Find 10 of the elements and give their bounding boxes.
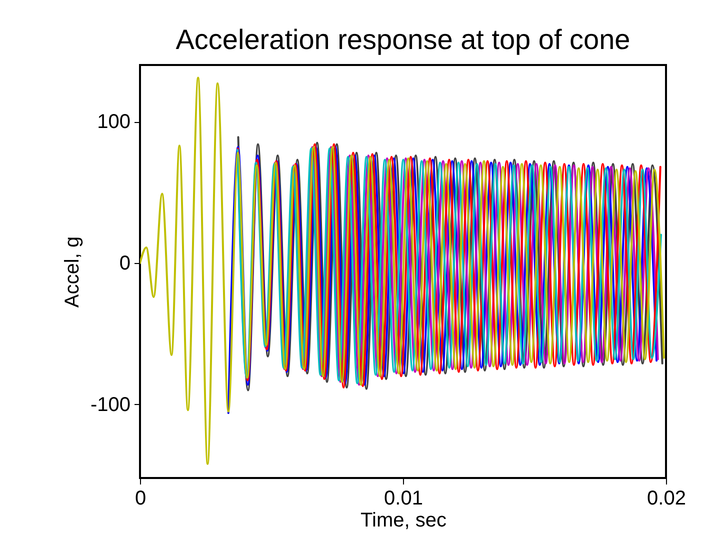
y-axis-title: Accel, g	[61, 236, 84, 308]
y-tick-label: 0	[119, 252, 130, 275]
line-series	[140, 76, 665, 465]
chart-title: Acceleration response at top of cone	[176, 24, 630, 55]
x-tick-label: 0.01	[384, 488, 423, 510]
x-axis-title: Time, sec	[360, 510, 446, 532]
y-tick-label: 100	[97, 111, 130, 134]
x-tick-label: 0	[134, 488, 146, 510]
x-tick-label: 0.02	[647, 488, 686, 510]
y-tick-label: -100	[90, 394, 130, 416]
